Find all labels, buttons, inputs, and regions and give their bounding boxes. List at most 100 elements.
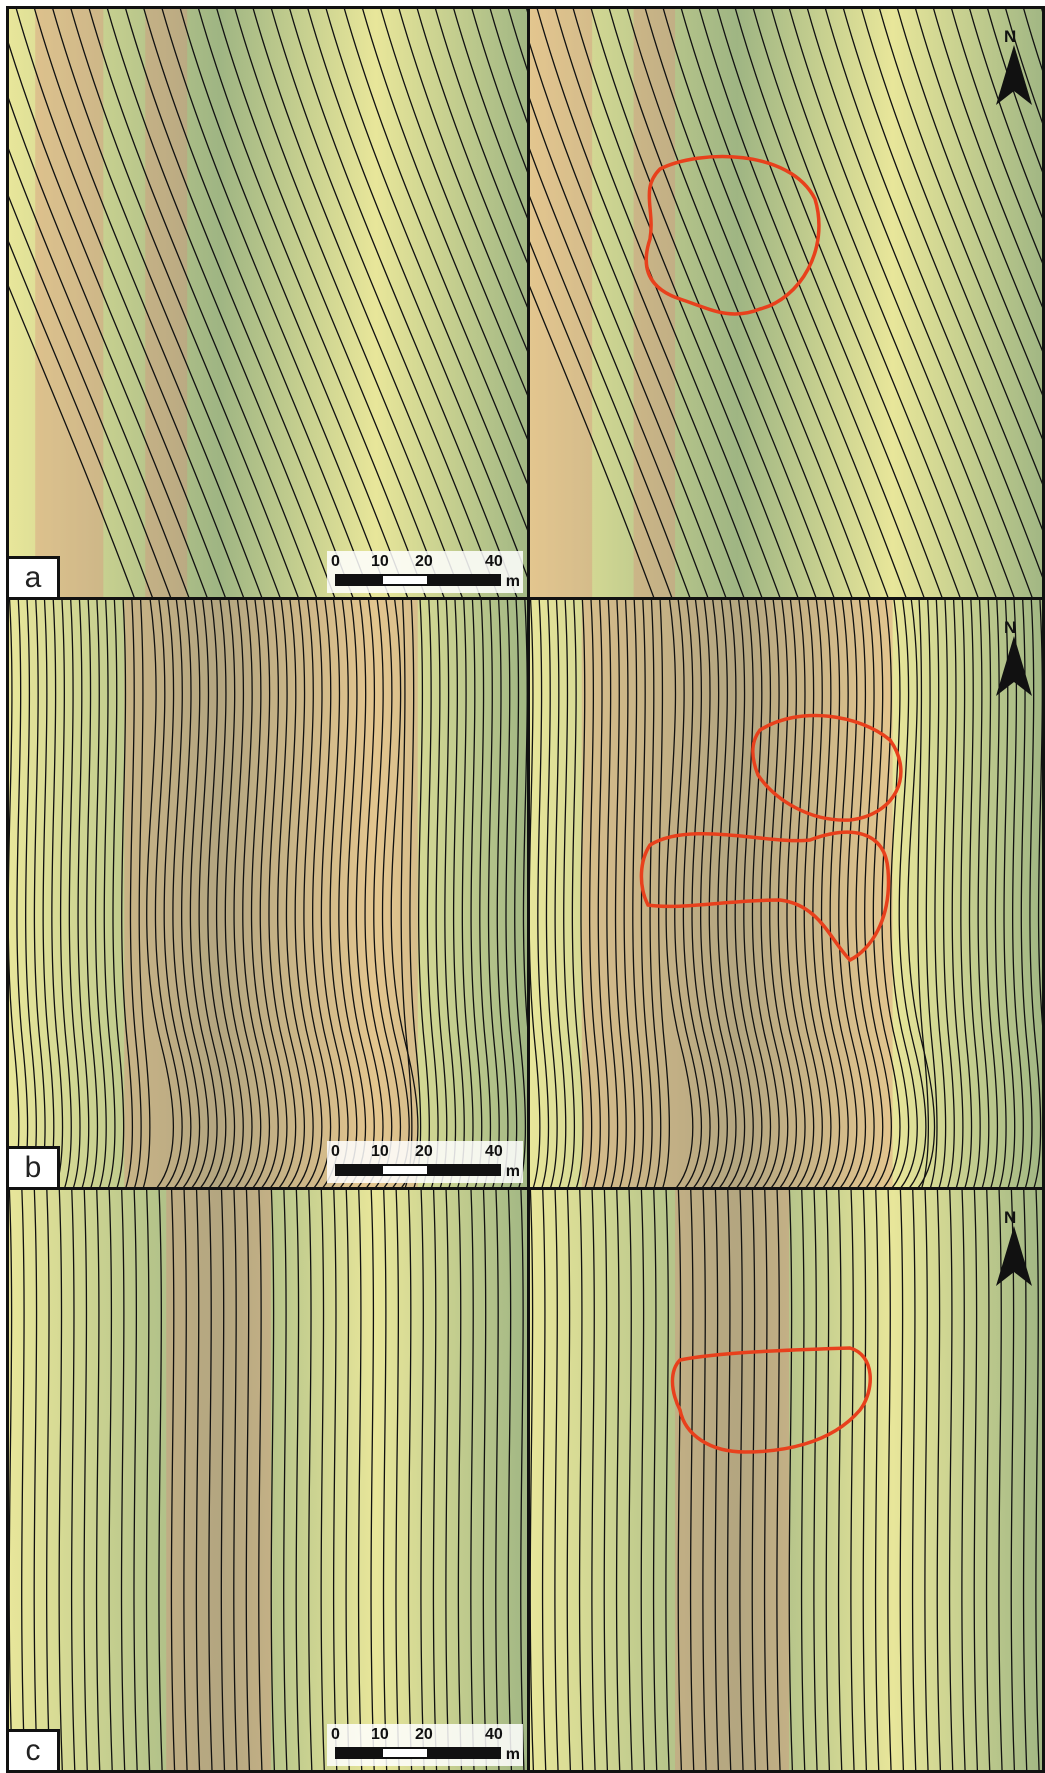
terrain-shading [530, 9, 1042, 597]
contour-line [129, 600, 142, 1187]
contour-line [9, 42, 226, 597]
contour-line [1003, 600, 1016, 1187]
contour-line [224, 600, 253, 1187]
contour-line [571, 600, 584, 1187]
contour-line [924, 1190, 929, 1770]
contour-line [9, 195, 172, 597]
scale-tick: 0 [331, 553, 340, 570]
contour-line [614, 600, 627, 1187]
contour-line [195, 1190, 201, 1770]
contour-line [933, 9, 1042, 308]
contour-line [554, 1190, 559, 1770]
contour-line [734, 9, 961, 597]
contour-line [172, 600, 201, 1187]
contour-line [917, 600, 929, 1187]
contour-line [846, 600, 875, 1187]
terrain-shading [530, 1190, 1042, 1770]
scale-tick: 10 [371, 1726, 389, 1743]
panel-b-left: b 0 10 20 40 m [6, 597, 530, 1190]
contour-line [83, 1190, 88, 1770]
contour-line [603, 1190, 609, 1770]
contour-line [418, 600, 430, 1187]
contour-line [951, 9, 1042, 264]
contour-line [649, 600, 662, 1187]
contour-line [626, 9, 853, 597]
feature-outline [644, 154, 821, 316]
contour-line [183, 1190, 188, 1770]
contour-lines [9, 1190, 525, 1770]
contour-line [432, 1190, 438, 1770]
contour-line [925, 600, 938, 1187]
contour-line [9, 148, 190, 597]
contour-line [161, 9, 390, 597]
contour-line [665, 600, 694, 1187]
contour-line [743, 600, 772, 1187]
contour-line [181, 600, 209, 1187]
contour-line [270, 9, 500, 597]
contour-line [800, 1190, 806, 1770]
contour-line [258, 1190, 263, 1770]
contour-line [400, 600, 413, 1187]
contour-line [838, 600, 867, 1187]
contour-line [644, 9, 871, 597]
contour-lines [530, 1190, 1040, 1770]
contour-line [95, 1190, 101, 1770]
contour-line [566, 1190, 572, 1770]
contour-line [769, 600, 797, 1187]
contour-line [138, 600, 151, 1187]
contour-line [640, 1190, 646, 1770]
scale-bar: 0 10 20 40 m [327, 1141, 523, 1183]
contour-line [591, 1190, 596, 1770]
contour-line [106, 9, 336, 597]
contour-line [725, 600, 754, 1187]
contour-line [325, 9, 527, 531]
contour-line [381, 600, 410, 1187]
contour-line [163, 600, 192, 1187]
contour-line [46, 1190, 51, 1770]
contour-line [52, 9, 281, 597]
contour-line [77, 600, 90, 1187]
contour-line [942, 600, 955, 1187]
terrain-map [9, 9, 527, 597]
contour-line [207, 600, 236, 1187]
contour-line [382, 1190, 388, 1770]
contour-line [1029, 600, 1042, 1187]
contour-line [242, 600, 271, 1187]
contour-line [837, 1190, 843, 1770]
contour-line [739, 1190, 744, 1770]
north-arrow-icon [996, 45, 1032, 105]
contour-line [320, 1190, 325, 1770]
contour-line [1012, 600, 1024, 1187]
contour-line [776, 1190, 781, 1770]
contour-line [154, 600, 183, 1187]
contour-line [530, 241, 673, 597]
contour-line [268, 600, 297, 1187]
contour-line [734, 600, 763, 1187]
contour-line [751, 1190, 757, 1770]
contour-line [530, 148, 709, 597]
contour-line [590, 9, 817, 597]
contour-line [689, 1190, 695, 1770]
contour-line [842, 9, 1042, 531]
contour-line [545, 600, 558, 1187]
contour-line [303, 600, 332, 1187]
contour-line [312, 600, 340, 1187]
contour-line [308, 1190, 313, 1770]
contour-line [9, 285, 135, 597]
contour-line [259, 600, 288, 1187]
contour-line [572, 9, 799, 597]
contour-line [234, 9, 463, 597]
contour-line [470, 600, 483, 1187]
contour-line [343, 9, 527, 485]
contour-line [198, 600, 227, 1187]
contour-line [373, 600, 402, 1187]
contour-line [461, 600, 474, 1187]
panel-label: b [9, 1146, 60, 1187]
contour-line [215, 600, 244, 1187]
contour-line [370, 1190, 375, 1770]
terrain-map [530, 1190, 1042, 1770]
contour-line [640, 600, 653, 1187]
contour-line [751, 600, 780, 1187]
north-arrow-icon [996, 1226, 1032, 1286]
contour-line [580, 600, 593, 1187]
